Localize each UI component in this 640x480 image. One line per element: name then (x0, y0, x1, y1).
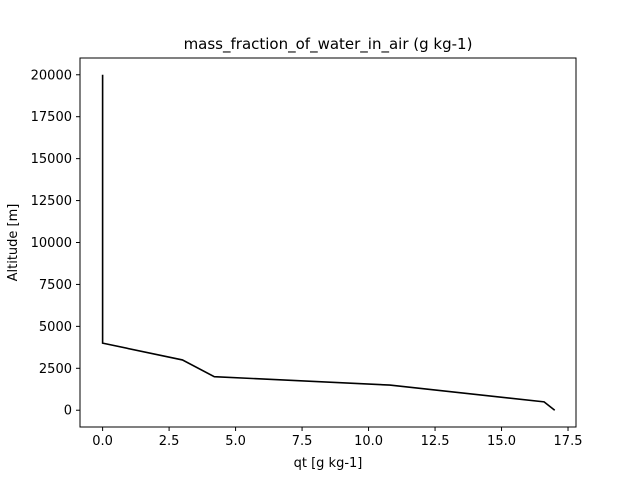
x-tick-label: 17.5 (554, 434, 583, 449)
y-tick-label: 12500 (31, 194, 72, 209)
y-tick-label: 5000 (39, 320, 72, 335)
x-axis: 0.0 2.5 5.0 7.5 10.0 12.5 15.0 17.5 (92, 427, 582, 449)
y-axis-label: Altitude [m] (6, 204, 21, 282)
y-tick-label: 10000 (31, 236, 72, 251)
y-tick-label: 2500 (39, 362, 72, 377)
series-line (101, 74, 556, 411)
x-tick-label: 10.0 (354, 434, 383, 449)
x-tick-label: 0.0 (92, 434, 113, 449)
y-tick-label: 20000 (31, 68, 72, 83)
y-tick-label: 7500 (39, 278, 72, 293)
y-axis: 0 2500 5000 7500 10000 12500 15000 17500 20000 (31, 68, 80, 419)
plot-frame (79, 57, 577, 428)
chart-title: mass_fraction_of_water_in_air (g kg-1) (184, 35, 473, 54)
x-tick-label: 2.5 (159, 434, 180, 449)
x-tick-label: 15.0 (487, 434, 516, 449)
y-tick-label: 0 (64, 404, 72, 419)
x-axis-label: qt [g kg-1] (294, 456, 363, 471)
y-tick-label: 15000 (31, 152, 72, 167)
plot-area (101, 74, 556, 411)
x-tick-label: 7.5 (292, 434, 313, 449)
x-tick-label: 12.5 (421, 434, 450, 449)
y-tick-label: 17500 (31, 110, 72, 125)
x-tick-label: 5.0 (225, 434, 246, 449)
